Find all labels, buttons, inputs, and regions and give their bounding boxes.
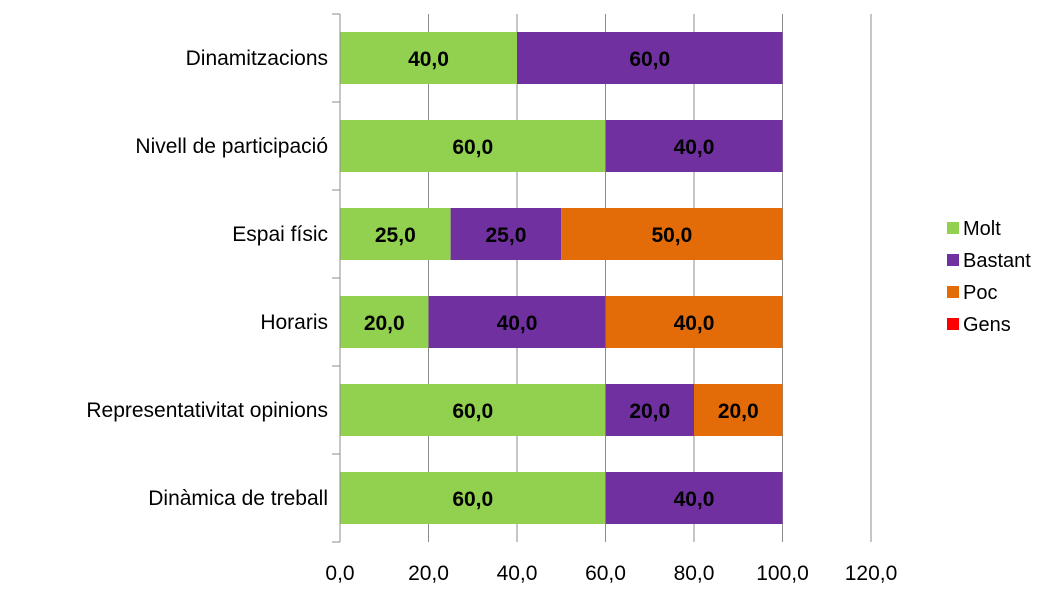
- category-label: Dinàmica de treball: [148, 487, 328, 510]
- category-label: Horaris: [260, 311, 328, 334]
- legend-label-bastant: Bastant: [963, 250, 1031, 272]
- data-label: 40,0: [674, 488, 715, 511]
- legend-swatch-molt: [947, 222, 959, 234]
- category-label: Dinamitzacions: [186, 47, 328, 70]
- bar-bastant-5: [605, 472, 783, 524]
- x-tick-label: 20,0: [408, 562, 449, 585]
- legend-swatch-bastant: [947, 254, 959, 266]
- data-label: 60,0: [452, 400, 493, 423]
- bar-molt-0: [340, 32, 517, 84]
- category-label: Representativitat opinions: [86, 399, 328, 422]
- data-label: 40,0: [674, 312, 715, 335]
- data-label: 40,0: [497, 312, 538, 335]
- bar-molt-5: [340, 472, 606, 524]
- bar-bastant-2: [450, 208, 562, 260]
- legend-label-molt: Molt: [963, 218, 1001, 240]
- data-label: 40,0: [674, 136, 715, 159]
- data-label: 60,0: [452, 488, 493, 511]
- x-tick-label: 100,0: [756, 562, 809, 585]
- axes: [332, 13, 341, 543]
- x-tick-label: 120,0: [845, 562, 898, 585]
- x-tick-label: 40,0: [497, 562, 538, 585]
- bar-poc-2: [561, 208, 783, 260]
- bar-molt-4: [340, 384, 606, 436]
- bar-bastant-0: [517, 32, 783, 84]
- labels: 40,0 60,0 Dinamitzacions 60,0 40,0 Nivell de …: [86, 47, 897, 585]
- gridlines: [428, 14, 872, 542]
- bar-bastant-1: [605, 120, 783, 172]
- data-label: 50,0: [651, 224, 692, 247]
- legend-swatch-gens: [947, 318, 959, 330]
- bar-poc-3: [605, 296, 783, 348]
- legend: Molt Bastant Poc Gens: [947, 218, 1031, 336]
- data-label: 20,0: [718, 400, 759, 423]
- legend-label-poc: Poc: [963, 282, 997, 304]
- bar-molt-3: [340, 296, 429, 348]
- data-label: 20,0: [629, 400, 670, 423]
- category-label: Espai físic: [232, 223, 328, 246]
- bar-bastant-4: [605, 384, 694, 436]
- x-tick-label: 0,0: [325, 562, 354, 585]
- bar-molt-2: [340, 208, 451, 260]
- data-label: 40,0: [408, 48, 449, 71]
- data-label: 25,0: [375, 224, 416, 247]
- bars: [340, 32, 783, 524]
- x-tick-label: 60,0: [585, 562, 626, 585]
- category-label: Nivell de participació: [135, 135, 328, 158]
- legend-swatch-poc: [947, 286, 959, 298]
- x-tick-label: 80,0: [674, 562, 715, 585]
- data-label: 20,0: [364, 312, 405, 335]
- data-label: 25,0: [486, 224, 527, 247]
- legend-label-gens: Gens: [963, 314, 1011, 336]
- bar-bastant-3: [428, 296, 606, 348]
- data-label: 60,0: [452, 136, 493, 159]
- bar-poc-4: [694, 384, 783, 436]
- data-label: 60,0: [629, 48, 670, 71]
- bar-molt-1: [340, 120, 606, 172]
